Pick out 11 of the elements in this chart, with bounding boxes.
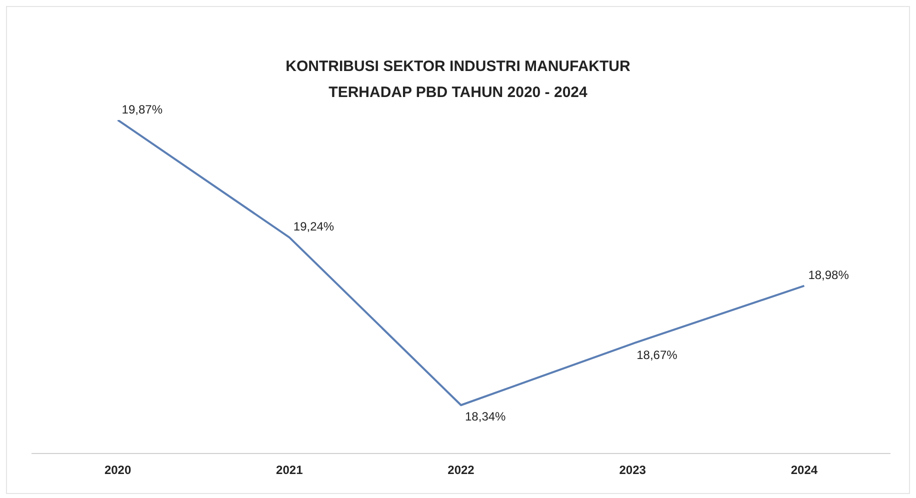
data-label: 18,98% [808,268,850,282]
data-label: 18,67% [636,348,678,362]
x-tick-label: 2023 [619,463,646,478]
x-tick-label: 2024 [790,463,818,478]
chart-title: KONTRIBUSI SEKTOR INDUSTRI MANUFAKTUR TERHADAP PBD TAHUN 2020 - 2024 [286,58,630,101]
data-label: 18,34% [465,409,506,424]
data-label: 19,24% [293,220,334,234]
x-tick-label: 2022 [448,463,475,478]
x-tick-label: 2021 [276,463,304,478]
x-tick-label: 2020 [104,463,132,478]
data-label: 19,87% [122,102,163,116]
